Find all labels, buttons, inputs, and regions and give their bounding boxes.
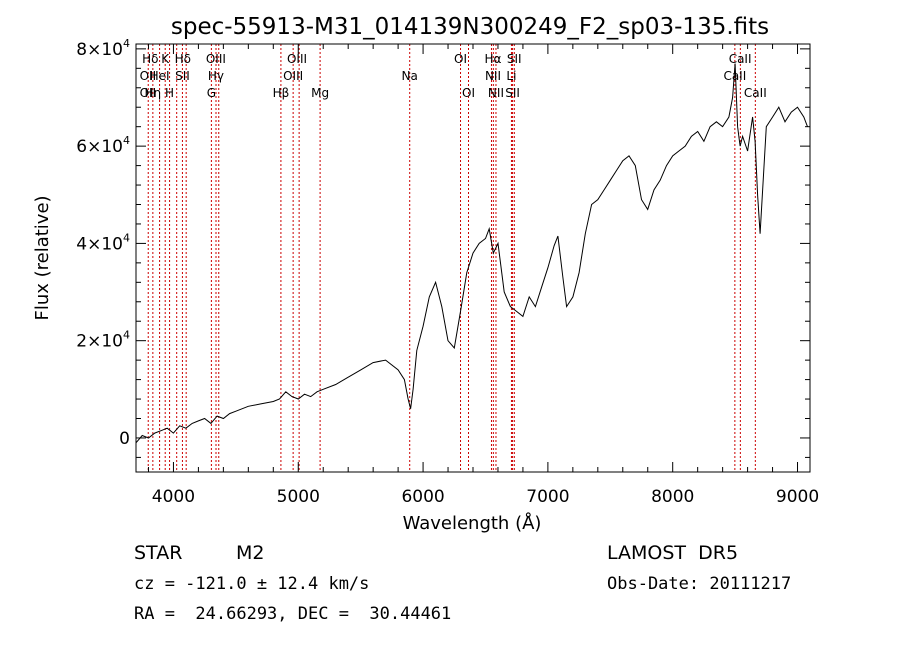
y-tick-label: 4×104 bbox=[76, 231, 130, 254]
x-axis: 4000 5000 6000 7000 8000 9000 bbox=[147, 44, 819, 507]
survey-label: LAMOST DR5 bbox=[607, 542, 739, 564]
y-tick-label: 6×104 bbox=[76, 134, 130, 157]
line-label: Hβ bbox=[273, 86, 290, 100]
coordinates-readout: RA = 24.66293, DEC = 30.44461 bbox=[134, 604, 452, 624]
line-label: Hδ bbox=[175, 52, 191, 66]
x-tick-label: 6000 bbox=[401, 487, 444, 507]
line-label: H bbox=[165, 86, 174, 100]
x-axis-label: Wavelength (Å) bbox=[403, 512, 542, 534]
chart-title: spec-55913-M31_014139N300249_F2_sp03-135… bbox=[171, 14, 769, 40]
y-axis: 0 2×104 4×104 6×104 8×104 bbox=[76, 37, 810, 458]
line-label: OIII bbox=[287, 52, 307, 66]
velocity-readout: cz = -121.0 ± 12.4 km/s bbox=[134, 574, 370, 594]
line-label: SII bbox=[175, 69, 190, 83]
line-label: CaII bbox=[723, 69, 746, 83]
x-tick-label: 5000 bbox=[277, 487, 320, 507]
line-label: NII bbox=[488, 86, 504, 100]
line-label: K bbox=[161, 52, 170, 66]
line-label: OIII bbox=[283, 69, 303, 83]
subclass-label: M2 bbox=[236, 542, 265, 564]
line-label: CaII bbox=[729, 52, 752, 66]
line-label: OI bbox=[454, 52, 467, 66]
y-tick-label: 8×104 bbox=[76, 37, 130, 60]
spectral-line-markers bbox=[147, 44, 756, 472]
x-tick-label: 7000 bbox=[526, 487, 569, 507]
line-label: Li bbox=[506, 69, 516, 83]
line-label: Hα bbox=[485, 52, 502, 66]
line-label: OIII bbox=[206, 52, 226, 66]
line-label: Hη bbox=[145, 86, 162, 100]
line-label: OII bbox=[140, 69, 157, 83]
obs-date-readout: Obs-Date: 20111217 bbox=[607, 574, 792, 594]
line-label: SII bbox=[505, 86, 520, 100]
line-label: HeI bbox=[150, 69, 170, 83]
line-label: CaII bbox=[744, 86, 767, 100]
y-axis-label: Flux (relative) bbox=[32, 195, 53, 320]
line-label: SII bbox=[507, 52, 522, 66]
line-label: Hδ bbox=[142, 52, 158, 66]
y-tick-label: 0 bbox=[119, 429, 130, 449]
plot-frame bbox=[135, 43, 811, 473]
x-tick-label: 9000 bbox=[776, 487, 819, 507]
line-label: Hγ bbox=[208, 69, 224, 83]
line-label: OII bbox=[140, 86, 157, 100]
y-tick-label: 2×104 bbox=[76, 329, 130, 352]
line-label: G bbox=[207, 86, 216, 100]
line-label: Na bbox=[402, 69, 418, 83]
x-tick-label: 4000 bbox=[152, 487, 195, 507]
line-label: NII bbox=[485, 69, 501, 83]
object-class-label: STAR bbox=[134, 542, 183, 564]
spectrum-line bbox=[135, 63, 808, 444]
x-tick-label: 8000 bbox=[651, 487, 694, 507]
line-label: Mg bbox=[311, 86, 329, 100]
line-label: OI bbox=[462, 86, 475, 100]
